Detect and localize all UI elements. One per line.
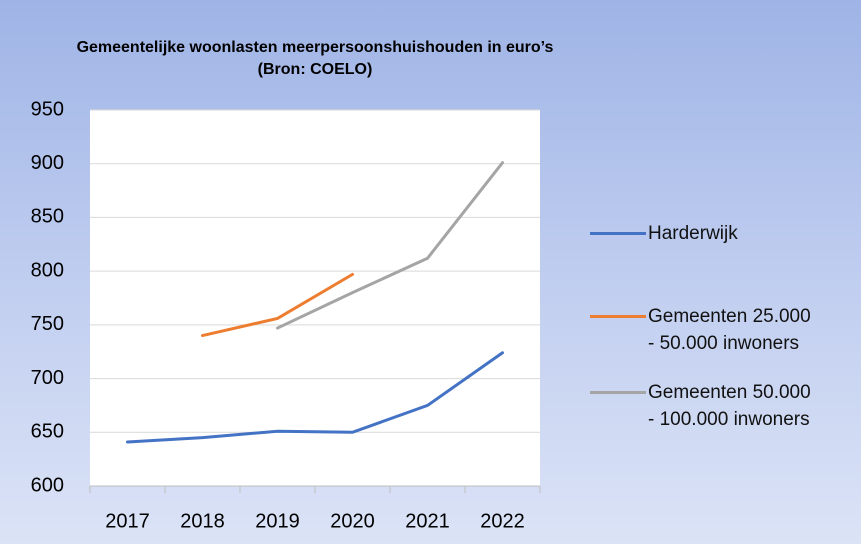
legend-swatch <box>590 232 646 235</box>
x-tick-label: 2022 <box>480 510 525 532</box>
chart-subtitle: (Bron: COELO) <box>258 61 373 78</box>
x-tick-label: 2021 <box>405 510 450 532</box>
line-series <box>126 351 504 444</box>
y-tick-label: 850 <box>31 206 64 228</box>
x-tick-label: 2018 <box>180 510 225 532</box>
legend-label: Gemeenten 50.000 - 100.000 inwoners <box>648 382 811 430</box>
y-tick-label: 900 <box>31 152 64 174</box>
y-tick-label: 650 <box>31 421 64 443</box>
x-tick-label: 2017 <box>105 510 150 532</box>
legend-label: Harderwijk <box>648 223 738 244</box>
legend-label: Gemeenten 25.000 - 50.000 inwoners <box>648 306 811 354</box>
y-tick-label: 700 <box>31 367 64 389</box>
y-tick-label: 950 <box>31 98 64 120</box>
x-tick-label: 2020 <box>330 510 375 532</box>
legend-swatch <box>590 315 646 318</box>
x-tick-label: 2019 <box>255 510 300 532</box>
line-series <box>276 161 504 330</box>
line-series <box>201 272 354 338</box>
chart-title: Gemeentelijke woonlasten meerpersoonshui… <box>77 39 554 56</box>
y-tick-label: 800 <box>31 259 64 281</box>
y-tick-label: 750 <box>31 313 64 335</box>
y-tick-label: 600 <box>31 474 64 496</box>
legend-swatch <box>590 391 646 394</box>
